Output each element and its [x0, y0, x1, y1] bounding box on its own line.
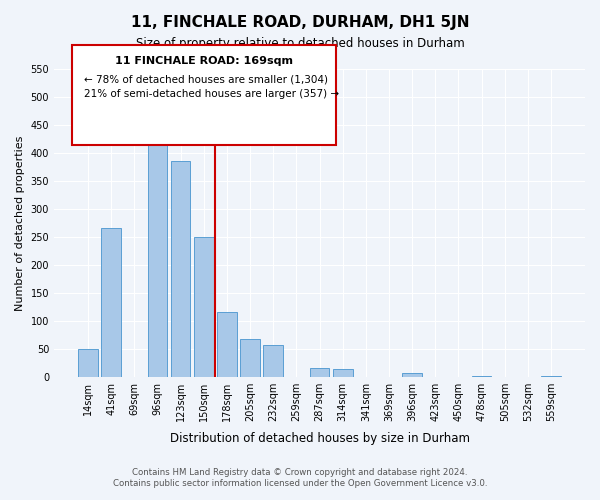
- Bar: [240, 338, 260, 376]
- Bar: [171, 162, 190, 376]
- Text: Contains HM Land Registry data © Crown copyright and database right 2024.
Contai: Contains HM Land Registry data © Crown c…: [113, 468, 487, 487]
- Bar: [217, 312, 237, 376]
- Text: Size of property relative to detached houses in Durham: Size of property relative to detached ho…: [136, 38, 464, 51]
- Bar: [402, 372, 422, 376]
- Y-axis label: Number of detached properties: Number of detached properties: [15, 135, 25, 310]
- Text: ← 78% of detached houses are smaller (1,304): ← 78% of detached houses are smaller (1,…: [84, 74, 328, 84]
- Bar: [101, 228, 121, 376]
- Text: 21% of semi-detached houses are larger (357) →: 21% of semi-detached houses are larger (…: [84, 89, 339, 99]
- Text: 11, FINCHALE ROAD, DURHAM, DH1 5JN: 11, FINCHALE ROAD, DURHAM, DH1 5JN: [131, 15, 469, 30]
- Bar: [263, 345, 283, 376]
- Bar: [333, 369, 353, 376]
- Bar: [194, 237, 214, 376]
- Bar: [310, 368, 329, 376]
- Text: 11 FINCHALE ROAD: 169sqm: 11 FINCHALE ROAD: 169sqm: [115, 56, 293, 66]
- Bar: [148, 134, 167, 376]
- X-axis label: Distribution of detached houses by size in Durham: Distribution of detached houses by size …: [170, 432, 470, 445]
- Bar: [78, 348, 98, 376]
